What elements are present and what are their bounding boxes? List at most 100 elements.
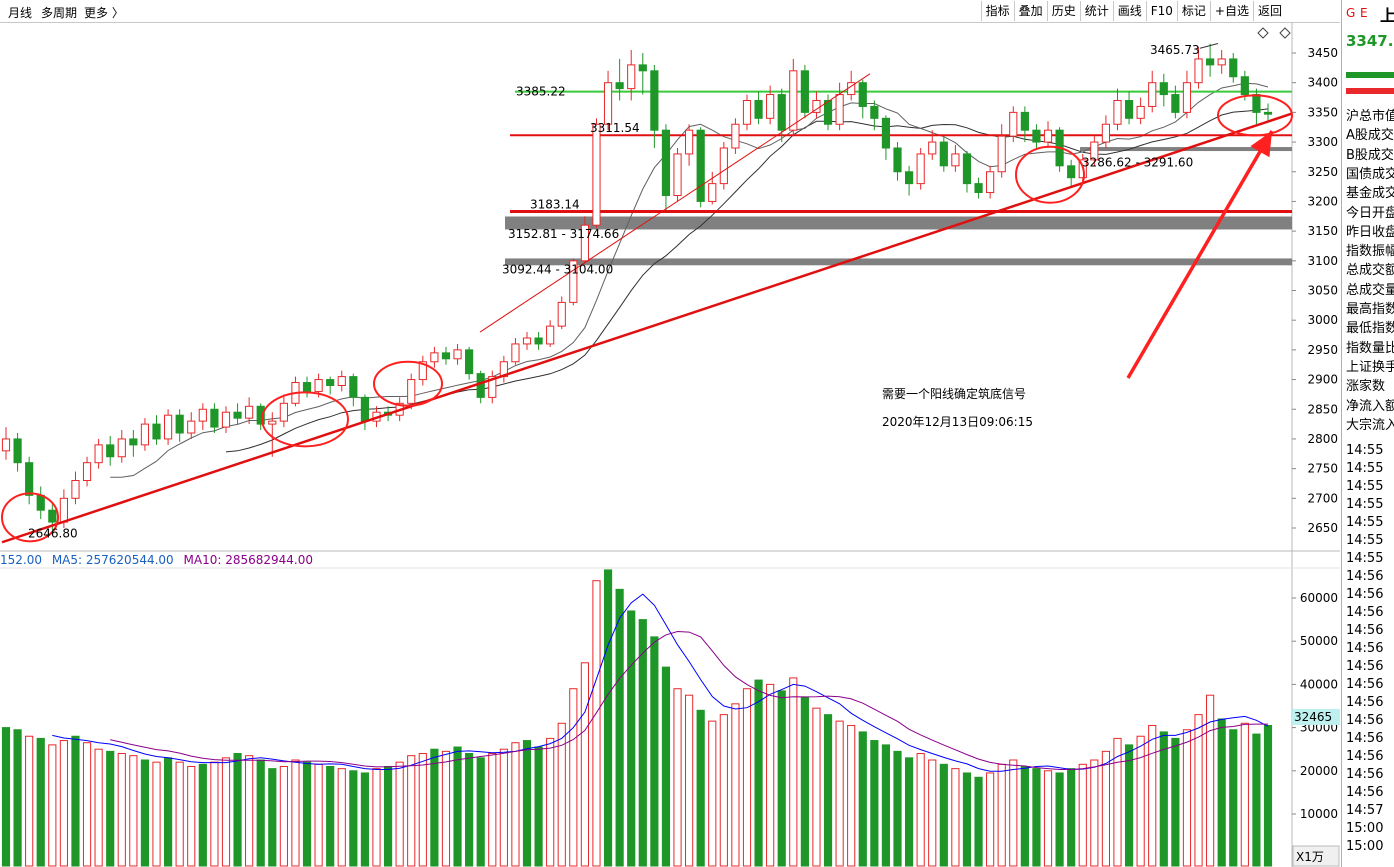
tick-time: 14:56 [1346, 641, 1384, 656]
kline-chart[interactable]: 2650 2700 2750 2800 2850 2900 2950 3000 3050 3100… [0, 0, 1340, 867]
price-tick-label: 2650 [1307, 521, 1338, 535]
candle-up [1136, 105, 1145, 119]
volume-bar-up [847, 724, 856, 867]
volume-bar-down [893, 750, 902, 867]
volume-bar-down [1055, 772, 1064, 867]
candle-up [569, 260, 578, 303]
candle-down [349, 376, 358, 398]
quote-side-panel: G E 上 3347. 沪总市值 A股成交 B股成交国债成交基金成交今日开盘昨日收盘… [1341, 0, 1394, 867]
mark-button[interactable]: 标记 [1176, 1, 1210, 21]
volume-bar-up [59, 740, 68, 867]
price-tick-label: 3250 [1307, 165, 1338, 179]
volume-bar-up [766, 683, 775, 867]
volume-bar-down [800, 696, 809, 867]
volume-bar-up [835, 720, 844, 867]
candle-down [1263, 111, 1273, 115]
candle-down [939, 141, 948, 167]
volume-bar-up [1148, 724, 1157, 867]
candle-up [742, 100, 752, 125]
volume-bar-down [256, 759, 265, 867]
volume-bar-up [569, 688, 578, 867]
volume-value: 152.00 [0, 553, 42, 567]
statistics-button[interactable]: 统计 [1079, 1, 1113, 21]
candle-down [615, 82, 624, 90]
candle-down [233, 411, 242, 419]
volume-bar-up [1043, 770, 1053, 867]
toolbar-buttons: 指标 叠加 历史 统计 画线 F10 标记 +自选 返回 [980, 0, 1286, 22]
price-tick-label: 3400 [1307, 76, 1338, 90]
more-menu[interactable]: 更多 〉 [84, 6, 124, 20]
tick-time: 14:56 [1346, 749, 1384, 764]
gap-3152-band [505, 216, 1292, 230]
candle-up [198, 408, 207, 422]
gap-label-3: 3286.62 - 3291.60 [1082, 155, 1193, 169]
chart-toolbar: 月线 多周期 更多 〉 指标 叠加 历史 统计 画线 F10 标记 +自选 返回 [0, 0, 1340, 23]
tick-time: 14:56 [1346, 677, 1384, 692]
candle-down [777, 94, 786, 131]
diamond-mark [1257, 27, 1269, 39]
thin-trendline [479, 73, 871, 333]
history-button[interactable]: 历史 [1046, 1, 1080, 21]
candle-up [430, 352, 439, 363]
candle-up [916, 153, 925, 185]
volume-bar-down [476, 757, 485, 867]
g-icon[interactable]: G [1346, 6, 1356, 20]
candle-down [441, 352, 451, 360]
candle-down [534, 337, 543, 345]
e-icon[interactable]: E [1360, 6, 1368, 20]
multi-period-tab[interactable]: 多周期 [41, 6, 78, 20]
current-price: 3347. [1346, 32, 1394, 50]
high-price-pointer [1199, 43, 1219, 49]
highlight-circle [1015, 145, 1085, 204]
candle-down [638, 64, 647, 72]
add-watchlist-button[interactable]: +自选 [1209, 1, 1253, 21]
volume-bar-up [673, 688, 682, 867]
candle-up [997, 135, 1006, 173]
volume-bar-up [1194, 714, 1203, 867]
tick-time: 14:57 [1346, 803, 1384, 818]
draw-line-button[interactable]: 画线 [1112, 1, 1146, 21]
stat-label: 指数振幅 [1346, 244, 1394, 260]
candle-up [557, 301, 566, 327]
volume-bar-up [1240, 722, 1249, 867]
volume-bar-up [708, 720, 717, 867]
overlay-button[interactable]: 叠加 [1013, 1, 1047, 21]
tick-time: 14:56 [1346, 569, 1384, 584]
sell-bar [1346, 72, 1394, 78]
volume-bar-up [221, 757, 231, 867]
candle-down [696, 129, 705, 202]
price-tick-label: 3200 [1307, 194, 1338, 208]
indicator-button[interactable]: 指标 [980, 1, 1014, 21]
candle-down [904, 171, 914, 185]
tick-time: 14:55 [1346, 515, 1384, 530]
f10-button[interactable]: F10 [1145, 1, 1177, 21]
period-monthly-tab[interactable]: 月线 [8, 6, 33, 20]
volume-legend: 152.00 MA5: 257620544.00 MA10: 285682944… [0, 553, 319, 567]
candle-up [1148, 82, 1157, 107]
volume-bar-down [164, 757, 173, 867]
stat-label: 总成交量 [1346, 282, 1394, 298]
candle-up [1009, 111, 1018, 137]
volume-bar-down [326, 765, 335, 867]
volume-bar-up [395, 761, 404, 867]
buy-bar [1346, 88, 1394, 94]
candle-down [1229, 58, 1238, 78]
volume-bar-up [1078, 763, 1087, 867]
volume-bar-up [1101, 750, 1110, 867]
candle-down [1032, 129, 1041, 143]
tick-time: 14:56 [1346, 731, 1384, 746]
volume-bar-down [198, 763, 207, 867]
volume-bar-up [245, 755, 254, 867]
volume-bar-up [418, 753, 427, 867]
annotation-arrow-head [1250, 131, 1272, 158]
candle-up [71, 480, 80, 499]
volume-bar-up [986, 772, 995, 867]
volume-bar-up [499, 748, 508, 867]
candle-down [175, 414, 184, 434]
volume-bar-down [106, 750, 115, 867]
back-button[interactable]: 返回 [1252, 1, 1286, 21]
stat-label: B股成交 [1346, 147, 1394, 163]
stat-label: 上证换手 [1346, 359, 1394, 375]
volume-bar-down [1, 727, 11, 867]
candle-down [13, 438, 22, 464]
